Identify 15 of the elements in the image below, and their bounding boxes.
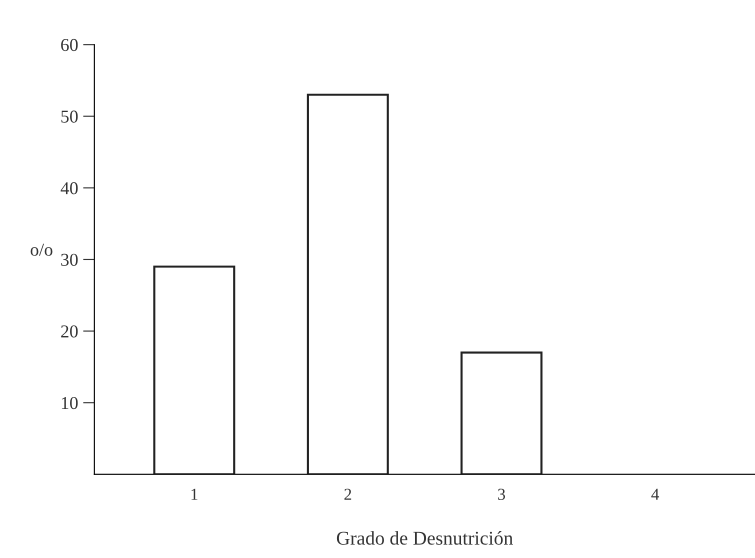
y-tick-label: 40 (60, 182, 78, 194)
x-tick-label: 1 (192, 488, 198, 500)
y-axis-title: o/o (30, 244, 52, 256)
y-tick-label: 60 (61, 38, 78, 52)
x-tick-label: 2 (344, 488, 352, 500)
y-tick-label: 10 (62, 396, 78, 410)
x-axis-title: Grado de Desnutrición (336, 531, 513, 545)
bar (460, 352, 542, 474)
y-tick-label: 50 (61, 110, 78, 123)
bar (153, 266, 236, 474)
x-tick-label: 4 (651, 488, 660, 500)
bar (306, 94, 389, 474)
x-tick-label: 3 (498, 488, 506, 500)
y-tick-label: 20 (61, 325, 78, 338)
y-tick-label: 30 (61, 254, 78, 266)
